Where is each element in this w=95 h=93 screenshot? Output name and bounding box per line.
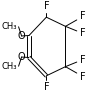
Text: O: O: [18, 31, 25, 41]
Text: F: F: [80, 11, 86, 21]
Text: F: F: [80, 55, 86, 65]
Text: F: F: [44, 1, 49, 11]
Text: F: F: [80, 72, 86, 82]
Text: CH₃: CH₃: [1, 22, 17, 31]
Text: F: F: [44, 82, 49, 92]
Text: CH₃: CH₃: [1, 62, 17, 71]
Text: O: O: [18, 52, 25, 62]
Text: F: F: [80, 28, 86, 38]
